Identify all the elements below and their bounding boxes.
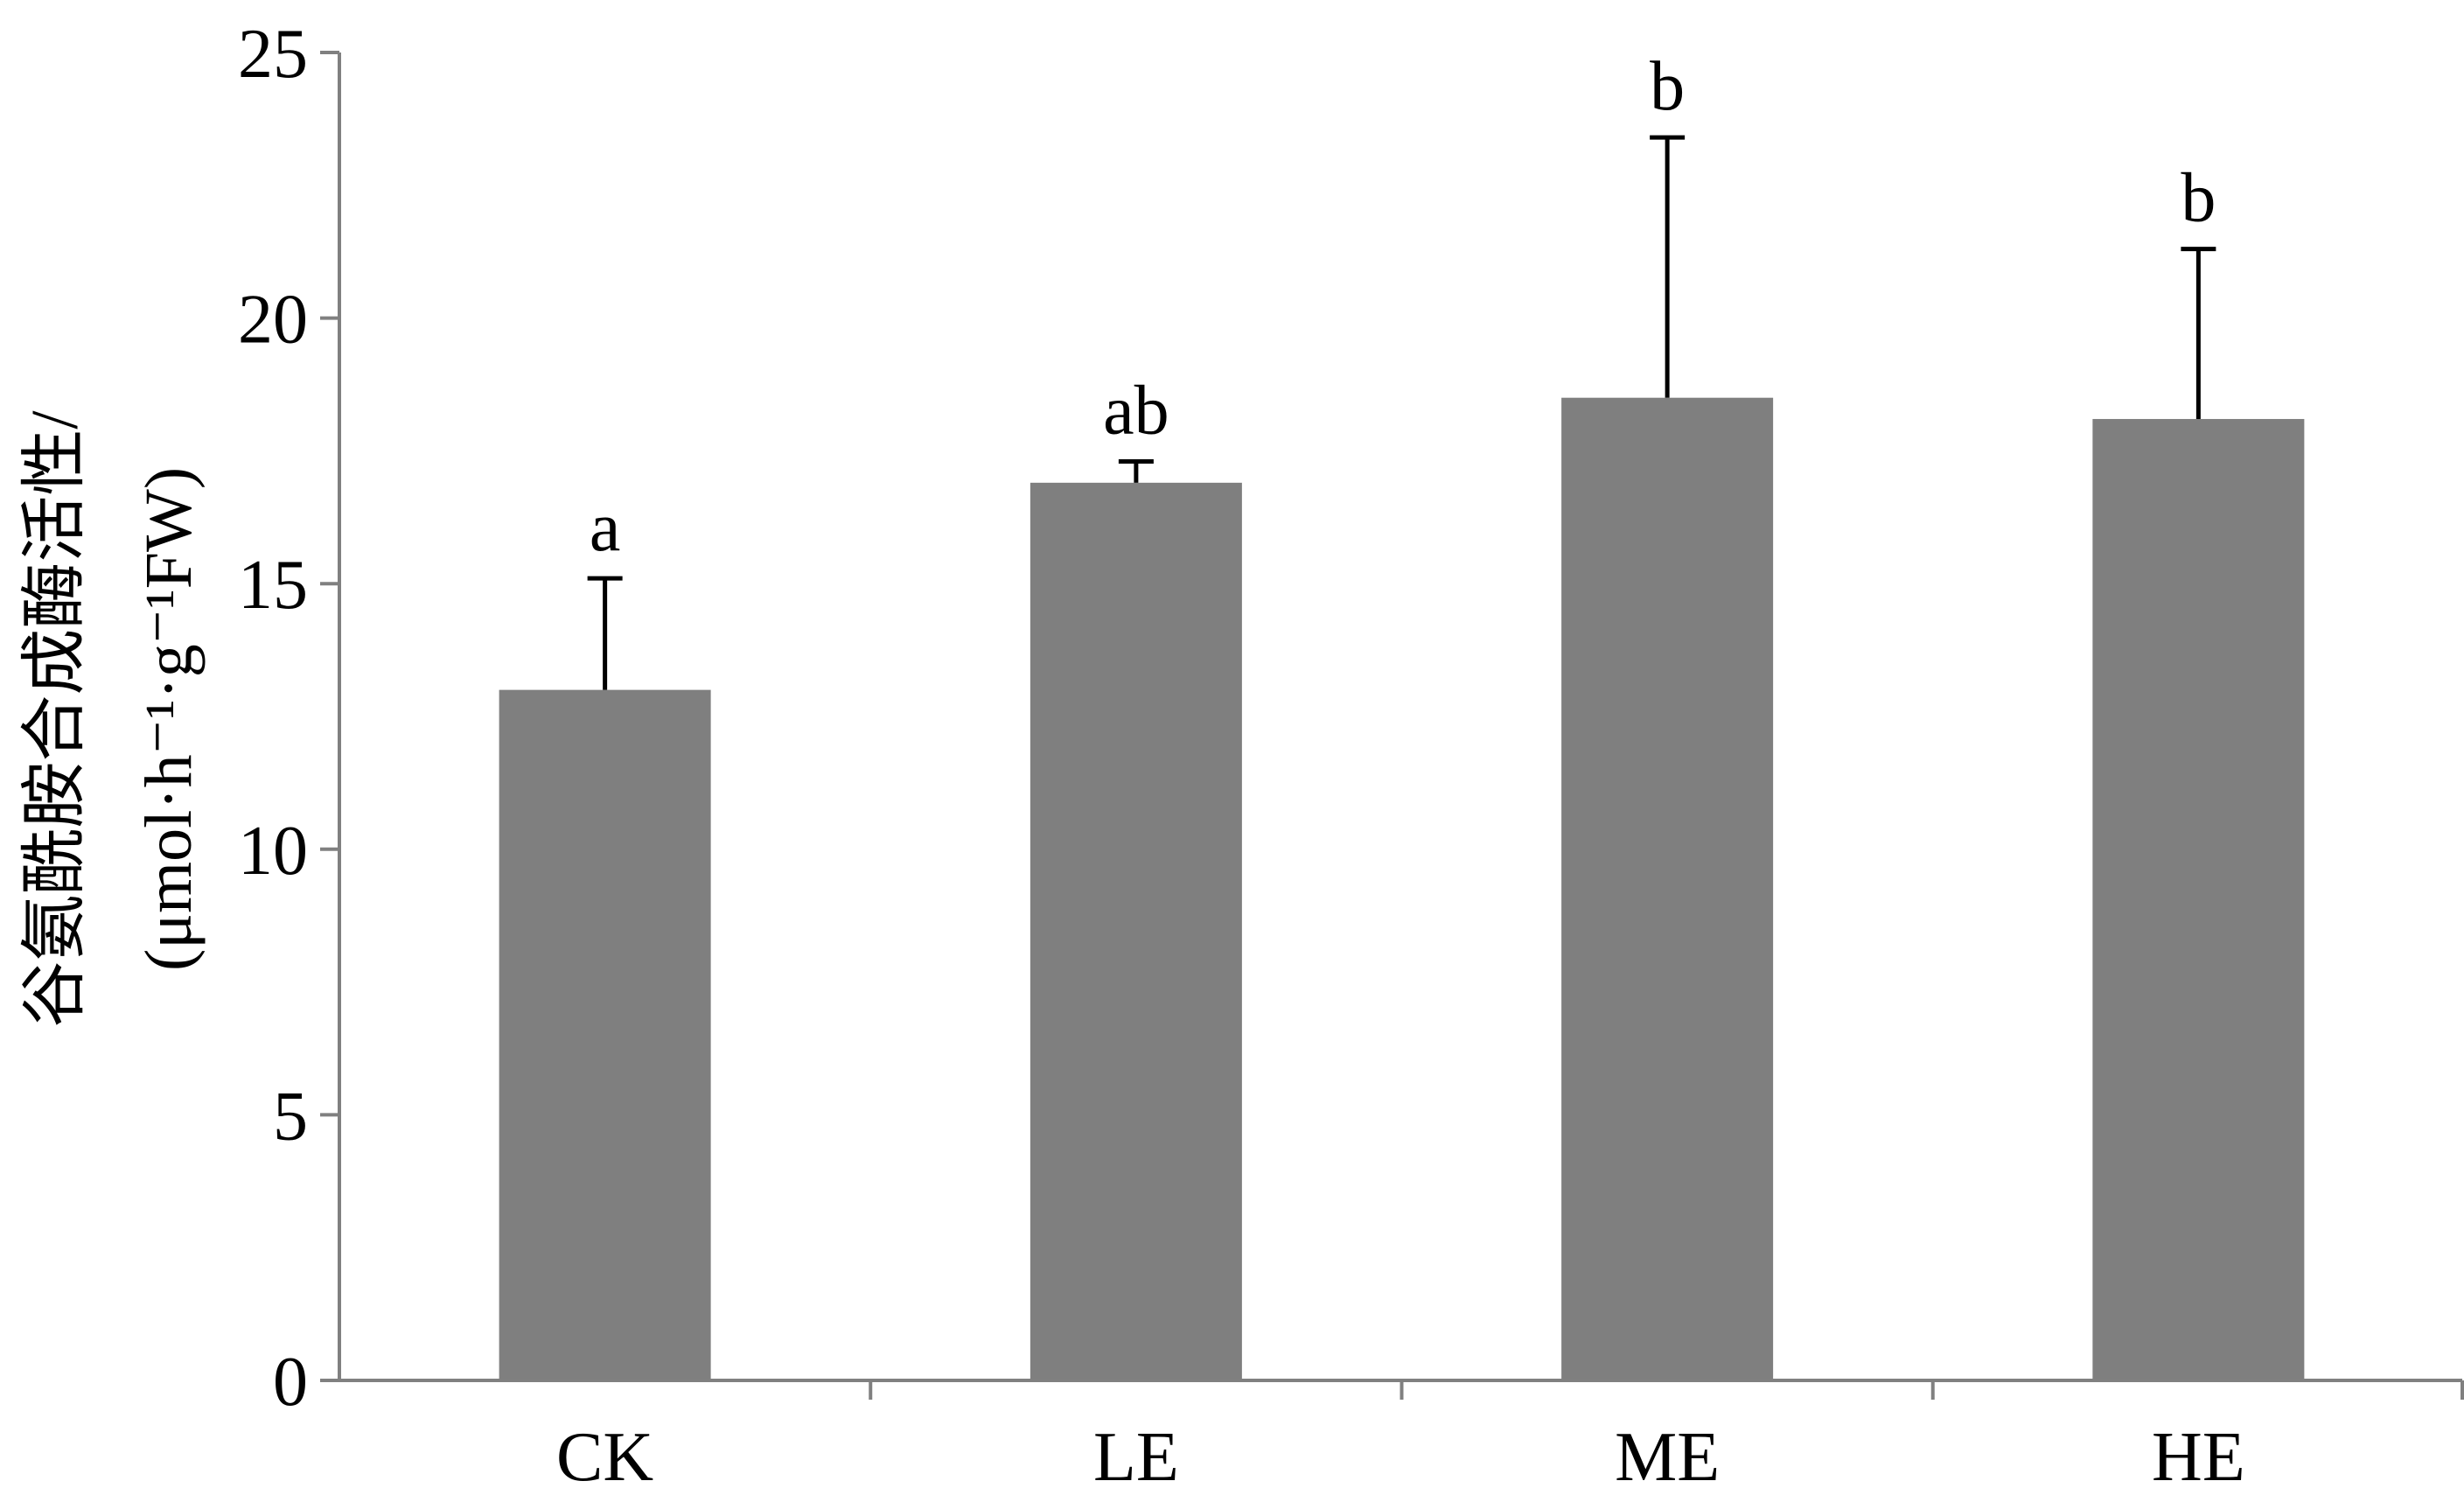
significance-label-he: b — [2181, 160, 2216, 237]
y-tick-label-10: 10 — [238, 813, 308, 890]
significance-label-ck: a — [590, 489, 621, 566]
x-tick-label-he: HE — [2152, 1419, 2245, 1496]
plot-area: a CK ab LE b ME b HE 0 5 10 15 20 25 — [238, 16, 2464, 1496]
y-tick-label-15: 15 — [238, 547, 308, 624]
x-tick-label-le: LE — [1093, 1419, 1179, 1496]
bar-me — [1561, 397, 1774, 1381]
y-tick-label-25: 25 — [238, 16, 308, 93]
y-tick-label-5: 5 — [273, 1078, 308, 1155]
significance-label-me: b — [1650, 48, 1685, 125]
y-tick-label-20: 20 — [238, 282, 308, 359]
bar-le — [1030, 482, 1242, 1380]
x-tick-label-ck: CK — [556, 1419, 653, 1496]
y-axis-label-line1: 谷氨酰胺合成酶活性/ — [18, 410, 92, 1028]
y-axis-label-line2: (μmol·h⁻¹·g⁻¹FW) — [132, 467, 206, 971]
bar-he — [2092, 418, 2305, 1380]
significance-label-le: ab — [1103, 373, 1169, 450]
y-tick-label-0: 0 — [273, 1344, 308, 1421]
bar-ck — [499, 689, 711, 1380]
x-tick-label-me: ME — [1615, 1419, 1720, 1496]
y-axis-label: 谷氨酰胺合成酶活性/ (μmol·h⁻¹·g⁻¹FW) — [18, 410, 206, 1028]
